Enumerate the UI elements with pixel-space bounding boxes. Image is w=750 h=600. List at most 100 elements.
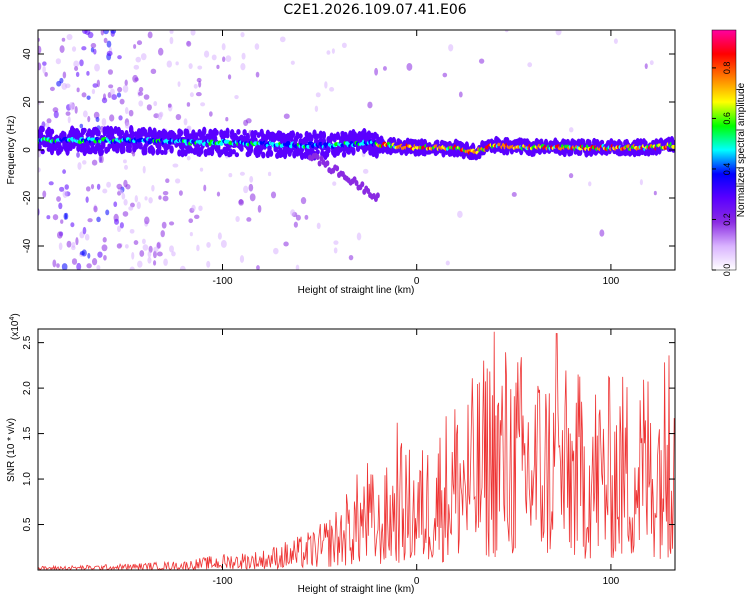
spectrogram-speckle: [62, 71, 67, 79]
spectrogram-speckle: [136, 40, 143, 46]
spectrogram-speckle: [200, 102, 206, 107]
spectrogram-speckle: [198, 205, 203, 212]
spectrogram-speckle: [356, 232, 362, 241]
spectrogram-speckle: [216, 64, 220, 70]
spectrogram-speckle: [273, 247, 279, 255]
spectrogram-speckle: [138, 86, 144, 93]
spectrogram-speckle: [56, 263, 60, 268]
spectrogram-speckle: [65, 111, 71, 116]
spectrogram-band-cell: [298, 133, 303, 139]
spectrogram-speckle: [568, 127, 574, 133]
spectrogram-band-cell: [225, 127, 230, 137]
snr-y-tick-label: 2.0: [22, 381, 33, 395]
spectrogram-speckle: [198, 80, 202, 88]
spectrogram-speckle: [190, 30, 196, 36]
spectrogram-streak-cell: [360, 181, 365, 188]
spectrogram-band-cell: [130, 130, 135, 140]
spectrogram-speckle: [102, 188, 108, 194]
spectrogram-speckle: [189, 92, 194, 98]
spectrogram-speckle: [195, 91, 202, 97]
spectrogram-speckle: [52, 107, 59, 113]
spectrogram-speckle: [116, 183, 123, 190]
spectrogram-speckle: [222, 56, 226, 63]
spectrogram-band-cell: [169, 145, 174, 154]
spectrogram-speckle: [555, 30, 562, 36]
spectrogram-speckle: [129, 228, 135, 234]
spectrogram-speckle: [77, 162, 82, 170]
spectrogram-speckle: [64, 212, 69, 220]
spectrogram-speckle: [94, 63, 100, 72]
spectrogram-speckle: [38, 62, 42, 71]
spectrogram-speckle: [326, 50, 331, 55]
spectrogram-speckle: [69, 103, 75, 111]
spectrogram-panel: -100 0 100 -40 -20 0 20 40 Height of straight …: [6, 29, 676, 296]
spectrogram-speckle: [169, 30, 174, 34]
spectrogram-speckle: [333, 240, 339, 245]
spectrogram-speckle: [240, 31, 245, 38]
spectrogram-speckle: [156, 251, 163, 257]
spectrogram-band-cell: [96, 129, 101, 137]
spectrogram-x-tick-label: -100: [212, 276, 232, 287]
spectrogram-speckle: [568, 173, 574, 179]
spectrogram-speckle: [114, 218, 120, 225]
spectrogram-speckle: [255, 71, 260, 78]
spectrogram-speckle: [90, 43, 97, 49]
spectrogram-speckle: [117, 86, 123, 93]
spectrogram-speckle: [79, 123, 84, 129]
snr-x-tick-label: 100: [603, 576, 620, 587]
spectrogram-speckle: [116, 92, 122, 98]
spectrogram-speckle: [147, 250, 152, 258]
spectrogram-speckle: [59, 186, 65, 192]
spectrogram-speckle: [86, 263, 92, 269]
spectrogram-speckle: [56, 196, 61, 202]
spectrogram-speckle: [367, 101, 373, 109]
spectrogram-speckle: [106, 50, 113, 57]
colorbar-gradient: [711, 29, 737, 271]
spectrogram-band-cell: [82, 127, 87, 134]
spectrogram-speckle: [95, 117, 100, 123]
spectrogram-band-cell: [234, 152, 240, 158]
colorbar-tick-label: 0.0: [722, 264, 732, 277]
spectrogram-speckle: [304, 214, 309, 220]
spectrogram-speckle: [179, 265, 186, 270]
spectrogram-speckle: [42, 190, 47, 198]
spectrogram-band-cell: [38, 143, 42, 151]
spectrogram-speckle: [175, 113, 182, 121]
spectrogram-speckle: [82, 110, 88, 118]
spectrogram-speckle: [177, 81, 181, 87]
spectrogram-band-cell: [346, 149, 351, 155]
spectrogram-band-cell: [172, 132, 177, 142]
spectrogram-streak-cell: [354, 180, 359, 187]
spectrogram-streak-cell: [317, 160, 322, 167]
spectrogram-speckle: [58, 202, 63, 210]
spectrogram-speckle: [92, 83, 98, 88]
spectrogram-speckle: [248, 183, 254, 192]
spectrogram-speckle: [96, 264, 101, 270]
spectrogram-speckle: [341, 42, 347, 48]
spectrogram-speckle: [49, 86, 55, 92]
spectrogram-speckle: [79, 59, 84, 67]
spectrogram-speckle: [53, 110, 59, 119]
spectrogram-marks: [38, 30, 675, 270]
spectrogram-band-cell: [599, 139, 605, 145]
spectrogram-speckle: [300, 197, 307, 205]
spectrogram-speckle: [87, 252, 91, 259]
spectrogram-speckle: [150, 68, 157, 75]
spectrogram-speckle: [153, 100, 158, 107]
spectrogram-speckle: [172, 163, 179, 168]
spectrogram-speckle: [314, 105, 319, 112]
spectrogram-band-cell: [40, 126, 45, 133]
spectrogram-speckle: [122, 84, 129, 93]
spectrogram-speckle: [362, 168, 369, 174]
spectrogram-speckle: [93, 48, 97, 55]
spectrogram-speckle: [227, 74, 232, 80]
spectrogram-band-cell: [326, 147, 331, 154]
spectrogram-speckle: [75, 71, 80, 78]
spectrogram-speckle: [113, 201, 118, 208]
spectrogram-speckle: [44, 71, 48, 77]
spectrogram-band-cell: [202, 126, 207, 136]
snr-series-line: [38, 331, 675, 570]
spectrogram-speckle: [225, 117, 229, 122]
spectrogram-speckle: [165, 178, 170, 183]
spectrogram-band-cell: [309, 134, 314, 142]
